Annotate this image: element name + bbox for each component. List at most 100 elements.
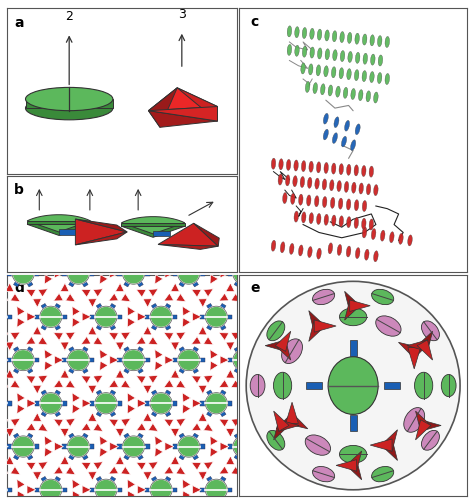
Polygon shape xyxy=(345,300,360,320)
Polygon shape xyxy=(210,361,218,370)
Ellipse shape xyxy=(267,321,285,341)
Polygon shape xyxy=(116,428,124,437)
Polygon shape xyxy=(17,393,25,402)
Polygon shape xyxy=(179,455,185,460)
Polygon shape xyxy=(0,333,8,340)
Polygon shape xyxy=(7,358,12,362)
Polygon shape xyxy=(69,281,74,287)
Polygon shape xyxy=(302,337,311,344)
Polygon shape xyxy=(179,347,185,352)
Polygon shape xyxy=(45,436,53,446)
Polygon shape xyxy=(116,369,124,378)
Polygon shape xyxy=(200,314,205,319)
Polygon shape xyxy=(100,349,108,359)
Polygon shape xyxy=(0,419,8,427)
Circle shape xyxy=(67,436,90,457)
Ellipse shape xyxy=(377,73,382,84)
Polygon shape xyxy=(137,455,143,460)
Polygon shape xyxy=(69,260,74,266)
Polygon shape xyxy=(121,418,130,427)
Polygon shape xyxy=(136,337,146,344)
Circle shape xyxy=(205,306,228,328)
Ellipse shape xyxy=(332,215,336,226)
Polygon shape xyxy=(279,420,299,431)
Polygon shape xyxy=(200,487,205,492)
Polygon shape xyxy=(228,358,233,362)
Polygon shape xyxy=(81,337,91,344)
Polygon shape xyxy=(60,456,69,465)
Ellipse shape xyxy=(305,435,330,455)
Polygon shape xyxy=(198,299,207,307)
Polygon shape xyxy=(26,337,36,344)
Polygon shape xyxy=(65,332,75,340)
Ellipse shape xyxy=(26,87,113,111)
Ellipse shape xyxy=(273,372,292,399)
Polygon shape xyxy=(54,419,64,427)
Polygon shape xyxy=(96,238,102,243)
Polygon shape xyxy=(81,423,91,431)
Polygon shape xyxy=(17,220,25,229)
Ellipse shape xyxy=(316,65,320,76)
Polygon shape xyxy=(116,456,124,465)
Polygon shape xyxy=(148,88,218,121)
Polygon shape xyxy=(151,303,157,309)
Ellipse shape xyxy=(441,374,456,397)
Polygon shape xyxy=(109,293,118,301)
Polygon shape xyxy=(72,404,80,414)
Polygon shape xyxy=(26,250,36,258)
Polygon shape xyxy=(35,401,40,406)
Polygon shape xyxy=(109,380,118,388)
Polygon shape xyxy=(350,300,370,311)
Circle shape xyxy=(95,306,117,328)
Polygon shape xyxy=(72,318,80,328)
Polygon shape xyxy=(207,497,212,503)
Polygon shape xyxy=(143,326,152,335)
Polygon shape xyxy=(399,342,420,358)
Polygon shape xyxy=(72,231,80,241)
Polygon shape xyxy=(384,382,400,389)
Polygon shape xyxy=(226,283,235,292)
Polygon shape xyxy=(182,318,191,328)
Polygon shape xyxy=(121,220,185,237)
Ellipse shape xyxy=(301,161,306,172)
Ellipse shape xyxy=(324,214,328,225)
Polygon shape xyxy=(38,375,48,384)
Polygon shape xyxy=(148,337,158,345)
Polygon shape xyxy=(350,340,356,356)
Ellipse shape xyxy=(351,140,356,151)
Polygon shape xyxy=(5,256,14,264)
Polygon shape xyxy=(151,497,157,503)
Polygon shape xyxy=(259,289,268,297)
Polygon shape xyxy=(408,342,430,358)
Polygon shape xyxy=(90,487,95,492)
Polygon shape xyxy=(7,487,12,492)
Ellipse shape xyxy=(287,26,292,37)
Polygon shape xyxy=(110,390,116,396)
Polygon shape xyxy=(88,413,97,421)
Polygon shape xyxy=(265,263,273,273)
Ellipse shape xyxy=(302,46,307,57)
Polygon shape xyxy=(137,260,143,266)
Polygon shape xyxy=(255,228,260,232)
Ellipse shape xyxy=(309,213,313,224)
Ellipse shape xyxy=(415,372,433,399)
Polygon shape xyxy=(155,436,163,446)
Polygon shape xyxy=(145,314,150,319)
Polygon shape xyxy=(13,433,19,438)
Circle shape xyxy=(246,281,460,490)
Circle shape xyxy=(260,306,283,328)
Polygon shape xyxy=(72,306,80,316)
Polygon shape xyxy=(13,455,19,460)
Polygon shape xyxy=(259,250,268,259)
Circle shape xyxy=(205,479,228,500)
Polygon shape xyxy=(283,445,288,449)
Ellipse shape xyxy=(378,55,383,66)
Polygon shape xyxy=(145,271,150,276)
Polygon shape xyxy=(88,472,97,480)
Polygon shape xyxy=(121,380,130,388)
Polygon shape xyxy=(176,245,186,254)
Ellipse shape xyxy=(328,243,333,254)
Polygon shape xyxy=(136,376,146,384)
Ellipse shape xyxy=(299,245,303,256)
Polygon shape xyxy=(191,462,201,470)
